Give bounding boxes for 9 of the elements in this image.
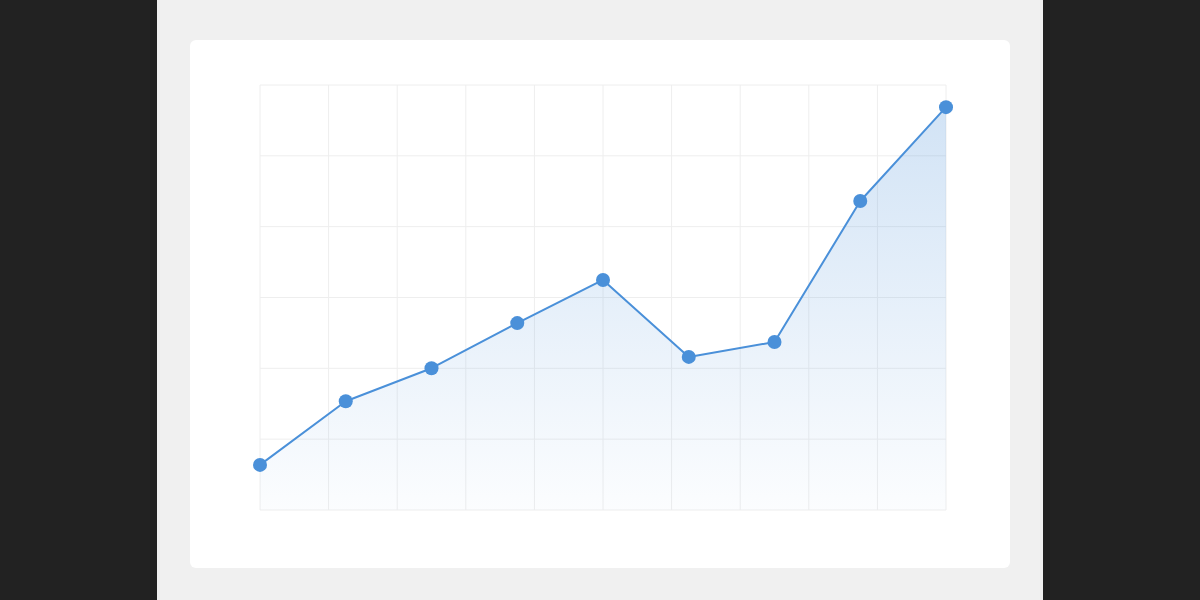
point <box>681 349 696 364</box>
point <box>510 316 525 331</box>
point <box>596 272 610 287</box>
point <box>424 361 439 376</box>
point <box>253 457 267 472</box>
point <box>767 335 782 350</box>
point <box>338 394 353 409</box>
point <box>939 100 953 115</box>
point <box>853 194 868 209</box>
